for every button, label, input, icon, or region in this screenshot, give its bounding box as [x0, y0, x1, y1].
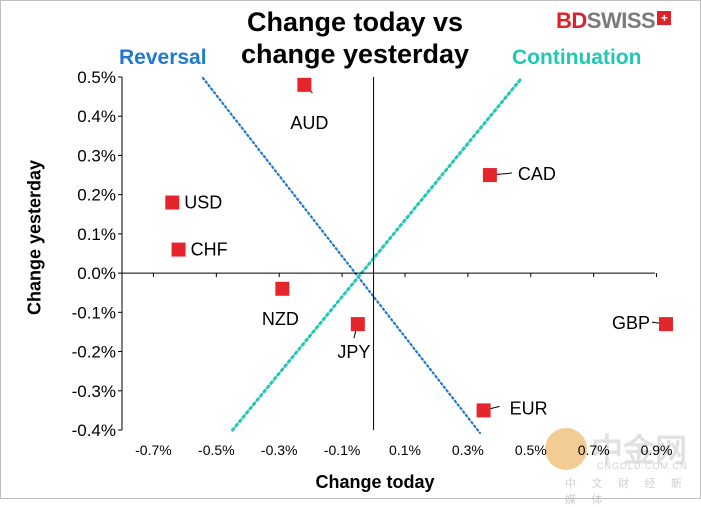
- watermark-chinese: 中金网: [591, 431, 688, 469]
- reversal-diagonal-line: [201, 76, 482, 435]
- data-label-jpy: JPY: [337, 342, 370, 362]
- data-label-usd: USD: [184, 193, 222, 213]
- chart-title-line-1: Change today vs: [246, 7, 464, 37]
- y-tick-label: 0.1%: [77, 225, 116, 244]
- y-tick-label: -0.1%: [72, 303, 116, 322]
- y-axis-title: Change yesterday: [24, 159, 45, 316]
- x-tick-label: -0.5%: [198, 442, 235, 458]
- logo-part-swiss: SWISS: [586, 8, 656, 33]
- continuation-diagonal-line: [229, 78, 522, 434]
- x-tick-label: 0.5%: [515, 442, 547, 458]
- y-tick-label: 0.4%: [77, 107, 116, 126]
- data-label-chf: CHF: [191, 240, 228, 260]
- x-tick-label: -0.1%: [324, 442, 361, 458]
- data-point-gbp: [658, 317, 673, 332]
- chart-title-line-2: change yesterday: [240, 39, 470, 69]
- swiss-flag-icon: +: [657, 11, 672, 25]
- x-tick-label: 0.1%: [389, 442, 421, 458]
- data-label-aud: AUD: [290, 113, 328, 133]
- data-point-eur: [476, 403, 491, 418]
- chart-title: Change today vs change yesterday: [200, 6, 510, 70]
- x-tick-label: -0.3%: [261, 442, 298, 458]
- data-label-nzd: NZD: [262, 309, 299, 329]
- data-label-eur: EUR: [510, 398, 548, 418]
- cngold-logo-icon: [545, 428, 587, 470]
- data-point-jpy: [350, 317, 365, 332]
- reversal-label: Reversal: [119, 46, 207, 69]
- data-point-nzd: [275, 281, 290, 296]
- y-tick-label: 0.5%: [77, 68, 116, 87]
- continuation-label: Continuation: [512, 46, 642, 69]
- data-point-chf: [171, 242, 186, 257]
- cngold-watermark: 中金网 CNGOLD.COM.CN 中 文 财 经 新 媒 体: [545, 425, 695, 506]
- x-tick-label: -0.7%: [135, 442, 172, 458]
- x-tick-label: 0.7%: [578, 442, 610, 458]
- y-tick-label: 0.0%: [77, 264, 116, 283]
- data-label-cad: CAD: [518, 164, 556, 184]
- y-tick-label: -0.3%: [72, 382, 116, 401]
- bdswiss-logo: BDSWISS +: [556, 8, 672, 34]
- y-tick-label: 0.2%: [77, 186, 116, 205]
- x-axis-title: Change today: [315, 472, 435, 492]
- y-tick-label: -0.4%: [72, 421, 116, 440]
- x-tick-label: 0.9%: [641, 442, 673, 458]
- logo-part-bd: BD: [556, 8, 587, 33]
- y-tick-label: 0.3%: [77, 146, 116, 165]
- data-label-gbp: GBP: [612, 313, 650, 333]
- data-point-cad: [482, 168, 497, 183]
- x-tick-label: 0.3%: [452, 442, 484, 458]
- y-tick-label: -0.2%: [72, 343, 116, 362]
- watermark-site: CNGOLD.COM.CN: [597, 461, 688, 471]
- data-point-aud: [297, 77, 312, 92]
- data-point-usd: [165, 195, 180, 210]
